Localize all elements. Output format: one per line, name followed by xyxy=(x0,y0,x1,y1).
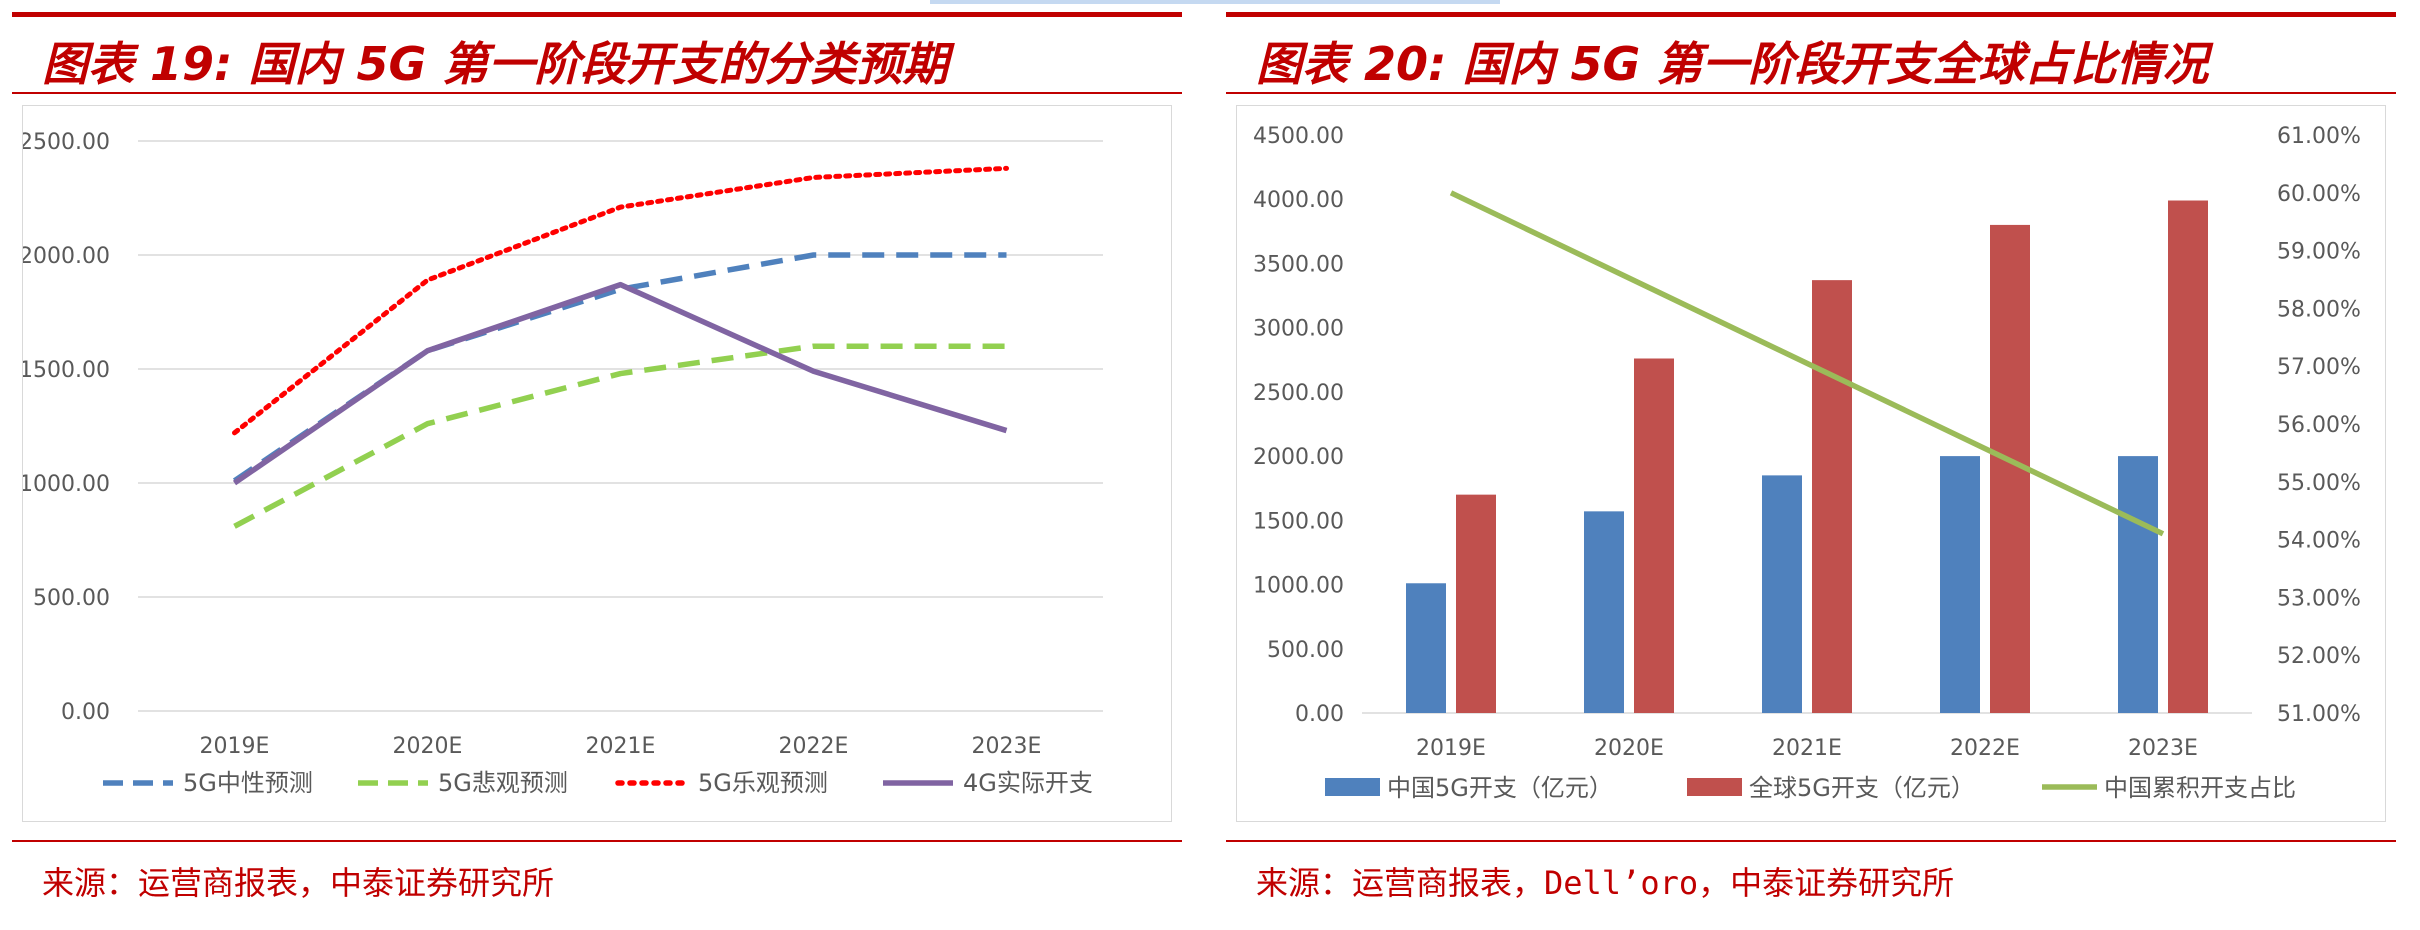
y-tick-label: 0.00 xyxy=(61,700,110,725)
series-line-4 xyxy=(232,281,1008,486)
legend-label: 5G乐观预测 xyxy=(698,769,828,797)
y-tick-label: 1500.00 xyxy=(23,358,110,383)
y-tick-label: 3500.00 xyxy=(1253,252,1344,277)
bar-series-1 xyxy=(1406,583,1446,713)
left-panel-title: 图表 19: 国内 5G 第一阶段开支的分类预期 xyxy=(42,37,949,91)
legend-label: 5G悲观预测 xyxy=(438,769,568,797)
right-top-rule xyxy=(1226,12,2396,17)
x-tick-label: 2019E xyxy=(1416,736,1486,761)
line-chart: 0.00 500.00 1000.00 1500.00 2000.00 2500.00 20… xyxy=(23,130,1103,797)
y2-tick-label: 54.00% xyxy=(2277,529,2361,554)
x-tick-label: 2019E xyxy=(200,734,270,759)
x-tick-label: 2023E xyxy=(972,734,1042,759)
y-tick-label: 3000.00 xyxy=(1253,317,1344,342)
y-tick-label: 0.00 xyxy=(1295,702,1344,727)
x-tick-label: 2022E xyxy=(779,734,849,759)
x-tick-label: 2023E xyxy=(2128,736,2198,761)
combo-bar-line-chart: 0.00 500.00 1000.00 1500.00 2000.00 2500.00 30… xyxy=(1253,124,2361,802)
y-tick-label: 4500.00 xyxy=(1253,124,1344,149)
y2-tick-label: 61.00% xyxy=(2277,124,2361,149)
y2-tick-label: 55.00% xyxy=(2277,471,2361,496)
right-panel-source: 来源：运营商报表，Dell’oro，中泰证券研究所 xyxy=(1256,864,1955,902)
right-source-rule xyxy=(1226,840,2396,842)
left-panel-source: 来源：运营商报表，中泰证券研究所 xyxy=(42,864,555,902)
legend-swatch xyxy=(1325,778,1380,796)
y-tick-label: 2000.00 xyxy=(1253,445,1344,470)
y2-tick-label: 56.00% xyxy=(2277,413,2361,438)
right-panel-title: 图表 20: 国内 5G 第一阶段开支全球占比情况 xyxy=(1256,37,2209,91)
legend-label: 全球5G开支（亿元） xyxy=(1749,774,1975,802)
y2-tick-label: 60.00% xyxy=(2277,182,2361,207)
y-tick-label: 500.00 xyxy=(1267,638,1344,663)
x-tick-label: 2020E xyxy=(393,734,463,759)
series-line-share xyxy=(1449,190,2165,537)
left-source-rule xyxy=(12,840,1182,842)
y-tick-label: 1500.00 xyxy=(1253,509,1344,534)
y2-tick-label: 53.00% xyxy=(2277,586,2361,611)
y-tick-label: 2500.00 xyxy=(23,130,110,155)
left-top-rule xyxy=(12,12,1182,17)
bar-series-1 xyxy=(2118,456,2158,713)
bar-series-1 xyxy=(1940,456,1980,713)
legend-label: 4G实际开支 xyxy=(963,769,1093,797)
line-chart-frame: 0.00 500.00 1000.00 1500.00 2000.00 2500.00 20… xyxy=(22,105,1172,822)
y-tick-label: 2500.00 xyxy=(1253,381,1344,406)
y-tick-label: 2000.00 xyxy=(23,244,110,269)
bar-series-1 xyxy=(1762,475,1802,713)
x-tick-label: 2021E xyxy=(586,734,656,759)
x-tick-label: 2022E xyxy=(1950,736,2020,761)
bar-series-2 xyxy=(1634,358,1674,713)
bar-series-2 xyxy=(1812,280,1852,713)
x-tick-label: 2021E xyxy=(1772,736,1842,761)
y2-tick-label: 58.00% xyxy=(2277,297,2361,322)
right-title-rule xyxy=(1226,92,2396,94)
y2-tick-label: 57.00% xyxy=(2277,355,2361,380)
legend-label: 中国5G开支（亿元） xyxy=(1387,774,1613,802)
y-tick-label: 4000.00 xyxy=(1253,188,1344,213)
bar-series-2 xyxy=(2168,200,2208,714)
y2-tick-label: 52.00% xyxy=(2277,644,2361,669)
y-tick-label: 500.00 xyxy=(33,586,110,611)
left-panel: 图表 19: 国内 5G 第一阶段开支的分类预期 0.00 500.00 1000.… xyxy=(12,0,1182,930)
y2-tick-label: 59.00% xyxy=(2277,240,2361,265)
legend-label: 中国累积开支占比 xyxy=(2104,774,2296,802)
legend-swatch xyxy=(1687,778,1742,796)
bar-series-2 xyxy=(1456,494,1496,713)
right-panel: 图表 20: 国内 5G 第一阶段开支全球占比情况 0.00 500.00 1000… xyxy=(1226,0,2396,930)
x-tick-label: 2020E xyxy=(1594,736,1664,761)
bar-chart-frame: 0.00 500.00 1000.00 1500.00 2000.00 2500.00 30… xyxy=(1236,105,2386,822)
series-line-2 xyxy=(233,343,1007,529)
y-tick-label: 1000.00 xyxy=(1253,574,1344,599)
left-title-rule xyxy=(12,92,1182,94)
series-line-1 xyxy=(232,252,1007,484)
legend-label: 5G中性预测 xyxy=(183,769,313,797)
top-decoration-bar xyxy=(930,0,1500,4)
y2-tick-label: 51.00% xyxy=(2277,702,2361,727)
bar-series-1 xyxy=(1584,511,1624,713)
y-tick-label: 1000.00 xyxy=(23,472,110,497)
series-line-3 xyxy=(232,165,1009,436)
